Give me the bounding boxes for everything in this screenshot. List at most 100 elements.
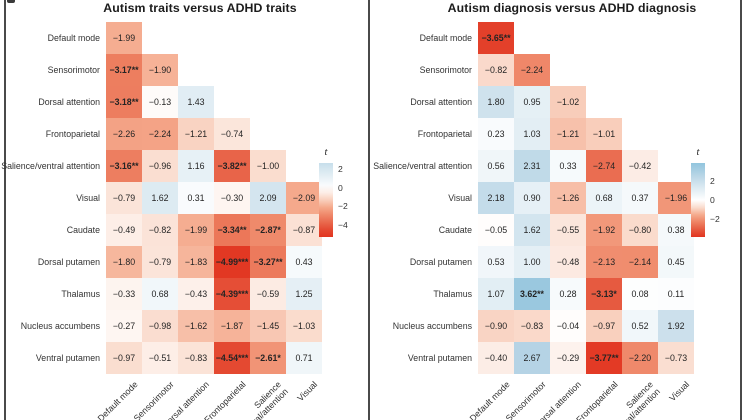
- heatmap-cell: 0.28: [550, 278, 586, 310]
- heatmap-cell: −0.97: [586, 310, 622, 342]
- colorbar-tick-label: −2: [338, 201, 348, 212]
- heatmap-cell: −3.27**: [250, 246, 286, 278]
- heatmap-cell: −3.65**: [478, 22, 514, 54]
- heatmap-cell: −1.92: [586, 214, 622, 246]
- heatmap-cell: −2.24: [514, 54, 550, 86]
- heatmap-cell: 0.53: [478, 246, 514, 278]
- heatmap-cell: 3.62**: [514, 278, 550, 310]
- heatmap-cell: 1.16: [178, 150, 214, 182]
- row-label: Dorsal attention: [410, 97, 472, 107]
- heatmap-cell: −0.83: [514, 310, 550, 342]
- heatmap-cell: −1.21: [550, 118, 586, 150]
- colorbar: [691, 163, 705, 237]
- heatmap-cell: −1.62: [178, 310, 214, 342]
- row-label: Default mode: [419, 33, 472, 43]
- heatmap-cell: 1.00: [514, 246, 550, 278]
- panel-autism-traits-vs-adhd-traits: Autism traits versus ADHD traits Default…: [1, 1, 348, 420]
- heatmap-cell: −0.42: [622, 150, 658, 182]
- row-label: Dorsal putamen: [37, 257, 100, 267]
- heatmap-cell: −2.24: [142, 118, 178, 150]
- heatmap-cell: −0.80: [622, 214, 658, 246]
- heatmap-cell: −1.96: [658, 182, 694, 214]
- colorbar-tick-label: −4: [338, 219, 348, 230]
- heatmap-cell: 1.92: [658, 310, 694, 342]
- heatmap-cell: 1.62: [514, 214, 550, 246]
- heatmap-cell: −2.13: [586, 246, 622, 278]
- cropped-panel-letter: [7, 0, 15, 3]
- heatmap-cell: −0.73: [658, 342, 694, 374]
- colorbar-tick-label: 2: [710, 176, 715, 187]
- heatmap-cell: 0.33: [550, 150, 586, 182]
- heatmap-cell: −1.02: [550, 86, 586, 118]
- heatmap-cell: 0.37: [622, 182, 658, 214]
- heatmap-cell: 1.25: [286, 278, 322, 310]
- heatmap-cell: 0.23: [478, 118, 514, 150]
- colorbar-tick-label: 0: [338, 182, 343, 193]
- heatmap-cell: −0.79: [106, 182, 142, 214]
- heatmap-cell: 0.95: [514, 86, 550, 118]
- heatmap-cell: −2.61*: [250, 342, 286, 374]
- heatmap-cell: −2.09: [286, 182, 322, 214]
- row-label: Salience/ventral attention: [373, 161, 472, 171]
- heatmap-cell: −0.87: [286, 214, 322, 246]
- heatmap-cell: −1.80: [106, 246, 142, 278]
- heatmap-cell: −0.27: [106, 310, 142, 342]
- heatmap-cell: −3.17**: [106, 54, 142, 86]
- heatmap-cell: −2.14: [622, 246, 658, 278]
- heatmap-cell: −4.99***: [214, 246, 250, 278]
- heatmap-cell: −3.13*: [586, 278, 622, 310]
- heatmap-cell: 1.07: [478, 278, 514, 310]
- heatmap-diagnosis: Default mode Sensorimotor Dorsal attention…: [372, 0, 744, 420]
- heatmap-cell: 1.43: [178, 86, 214, 118]
- heatmap-cell: −0.83: [178, 342, 214, 374]
- row-label: Nucleus accumbens: [392, 321, 472, 331]
- heatmap-cell: −3.34**: [214, 214, 250, 246]
- figure-border-left: [4, 0, 6, 420]
- row-label: Ventral putamen: [35, 353, 100, 363]
- row-label: Nucleus accumbens: [20, 321, 100, 331]
- figure-border-right: [740, 0, 742, 420]
- heatmap-cell: 0.68: [142, 278, 178, 310]
- heatmap-cell: −2.20: [622, 342, 658, 374]
- heatmap-cell: −0.40: [478, 342, 514, 374]
- row-label: Sensorimotor: [47, 65, 100, 75]
- heatmap-cell: −4.54***: [214, 342, 250, 374]
- row-label: Salience/ventral attention: [1, 161, 100, 171]
- row-label: Frontoparietal: [417, 129, 472, 139]
- heatmap-cell: −2.74: [586, 150, 622, 182]
- heatmap-cell: −0.13: [142, 86, 178, 118]
- heatmap-cell: 1.03: [514, 118, 550, 150]
- colorbar-tick-label: −2: [710, 213, 720, 224]
- colorbar: [319, 163, 333, 237]
- heatmap-cell: −0.79: [142, 246, 178, 278]
- panel-divider-line: [368, 0, 370, 420]
- col-label: Visual: [667, 379, 692, 404]
- heatmap-cell: −2.26: [106, 118, 142, 150]
- heatmap-cell: −1.87: [214, 310, 250, 342]
- heatmap-cell: 0.08: [622, 278, 658, 310]
- heatmap-cell: −0.43: [178, 278, 214, 310]
- heatmap-cell: −0.48: [550, 246, 586, 278]
- heatmap-cell: −0.59: [250, 278, 286, 310]
- heatmap-cell: −3.77**: [586, 342, 622, 374]
- row-label: Dorsal attention: [38, 97, 100, 107]
- colorbar-title: t: [324, 147, 328, 158]
- heatmap-cell: −1.26: [550, 182, 586, 214]
- heatmap-cell: 0.68: [586, 182, 622, 214]
- heatmap-cell: −4.39***: [214, 278, 250, 310]
- heatmap-cell: −0.30: [214, 182, 250, 214]
- heatmap-cell: −0.04: [550, 310, 586, 342]
- heatmap-cell: 0.90: [514, 182, 550, 214]
- heatmap-cell: 0.43: [286, 246, 322, 278]
- row-label: Caudate: [438, 225, 472, 235]
- heatmap-cell: −0.90: [478, 310, 514, 342]
- row-label: Caudate: [66, 225, 100, 235]
- heatmap-cell: 1.62: [142, 182, 178, 214]
- heatmap-cell: −0.05: [478, 214, 514, 246]
- heatmap-cell: −1.83: [178, 246, 214, 278]
- heatmap-cell: 0.56: [478, 150, 514, 182]
- heatmap-cell: −0.96: [142, 150, 178, 182]
- heatmap-cell: −0.97: [106, 342, 142, 374]
- heatmap-cell: 0.31: [178, 182, 214, 214]
- heatmap-cell: −0.29: [550, 342, 586, 374]
